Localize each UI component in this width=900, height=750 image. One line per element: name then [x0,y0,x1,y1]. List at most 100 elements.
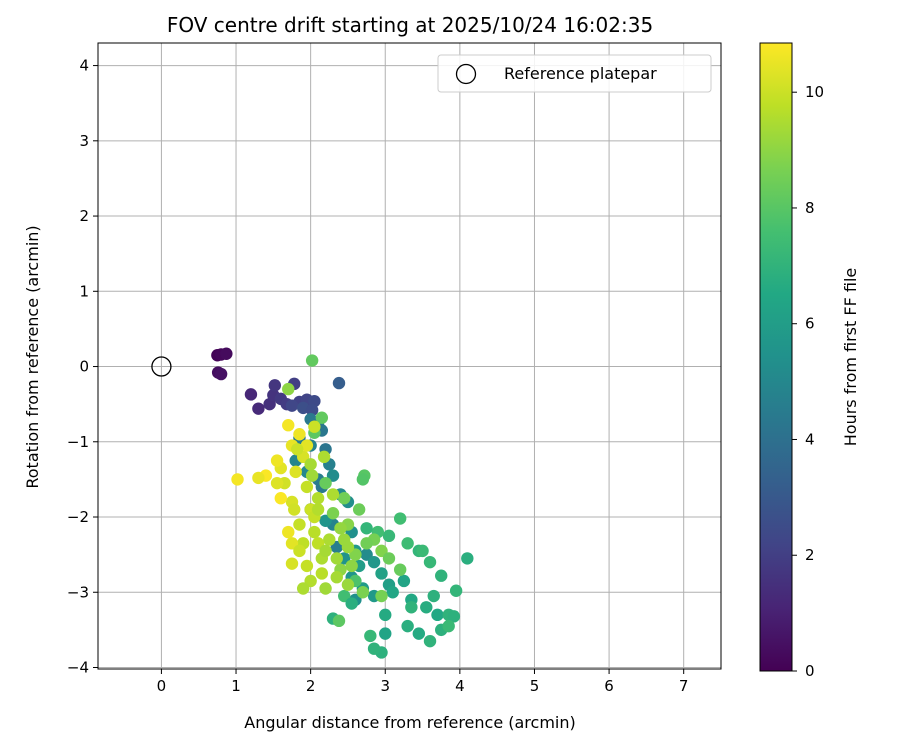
y-tick-label: −1 [67,433,89,451]
scatter-point [326,469,340,482]
scatter-point [431,608,444,622]
scatter-point [231,473,244,486]
scatter-point [285,557,299,570]
x-tick-label: 4 [455,677,465,695]
x-tick-label: 7 [679,677,689,695]
scatter-point [330,571,343,584]
reference-marker [151,356,172,377]
y-tick-label: 0 [79,358,89,376]
scatter-point [447,610,461,623]
scatter-point [311,537,325,550]
scatter-point [293,518,306,531]
scatter-point [356,586,370,599]
scatter-point [367,642,381,655]
scatter-point [356,473,370,486]
scatter-point [330,540,343,554]
colorbar-tick-label: 8 [805,199,815,217]
scatter-point [270,476,284,490]
grid-lines [98,43,721,669]
scatter-point [293,544,306,558]
scatter-point [367,555,381,569]
x-tick-label: 2 [306,677,316,695]
x-tick-label: 0 [157,677,167,695]
plot-frame [97,42,722,670]
x-tick-label: 1 [231,677,241,695]
scatter-point [305,354,319,367]
x-tick-label: 5 [530,677,540,695]
y-tick-label: 4 [79,57,89,75]
scatter-point [291,443,304,456]
scatter-point [300,559,314,573]
scatter-point [345,559,358,573]
scatter-point [352,503,366,516]
scatter-point [304,574,317,588]
scatter-point [330,552,343,565]
scatter-point [304,458,317,471]
x-tick-label: 6 [604,677,614,695]
scatter-point [397,574,411,588]
scatter-point [311,503,325,516]
scatter-point [360,537,373,550]
x-tick-label: 3 [380,677,390,695]
scatter-point [412,627,426,640]
y-tick-label: 3 [79,132,89,150]
legend: Reference platepar [437,54,712,93]
colorbar-tick-label: 6 [805,315,815,333]
scatter-point [379,608,392,622]
scatter-point [288,503,301,516]
colorbar-tick-label: 4 [805,430,815,448]
colorbar-title: Hours from first FF file [841,268,860,447]
scatter-point [268,379,282,392]
y-tick-label: −3 [67,583,89,601]
scatter-point [274,492,287,505]
scatter-point [379,627,392,640]
scatter-point [423,555,437,569]
scatter-point [420,601,433,614]
scatter-point [315,567,329,580]
scatter-point [326,488,340,501]
scatter-point [393,563,407,576]
y-axis-ticks: −4 −3 −2 −1 0 1 2 3 4 [67,57,98,676]
colorbar-tick-label: 2 [805,546,815,564]
scatter-point [442,619,455,633]
scatter-point [293,428,306,441]
scatter-point [285,399,299,412]
scatter-point [360,548,373,561]
scatter-point [311,492,325,505]
scatter-point [449,584,463,597]
scatter-point [423,634,437,648]
scatter-point [416,544,429,558]
scatter-point [305,469,319,482]
legend-box [437,54,712,93]
y-tick-label: 1 [79,282,89,300]
scatter-point [319,582,332,595]
scatter-point [300,439,314,452]
scatter-point [382,552,396,565]
scatter-point [323,533,336,546]
scatter-point [401,537,414,550]
scatter-point [308,420,321,433]
scatter-point [270,454,284,467]
reference-point [151,356,172,377]
y-tick-label: 2 [79,207,89,225]
scatter-point [393,512,407,525]
scatter-point [461,552,474,565]
scatter-point [364,629,377,643]
scatter-point [375,544,388,558]
scatter-point [282,525,295,539]
scatter-point [345,597,358,610]
scatter-point [282,419,295,432]
scatter-point [308,525,321,539]
scatter-point [319,476,332,490]
scatter-point [300,480,314,494]
scatter-point [360,522,373,535]
colorbar-tick-label: 10 [805,83,824,101]
scatter-point [338,589,351,603]
scatter-point [334,522,347,535]
scatter-point [317,450,331,464]
scatter-point [332,376,346,390]
scatter-point [375,589,388,603]
scatter-point [338,533,351,546]
scatter-points [211,347,474,659]
